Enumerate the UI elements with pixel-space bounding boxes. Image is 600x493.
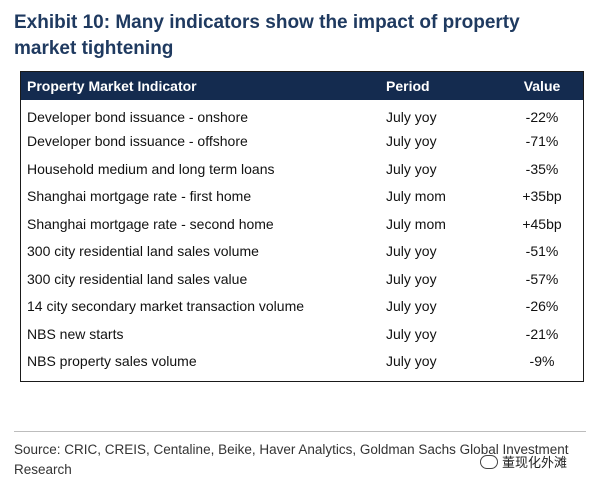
table-row: NBS property sales volume July yoy -9% [21,348,583,376]
table-row: Shanghai mortgage rate - first home July… [21,183,583,211]
table-row: Household medium and long term loans Jul… [21,155,583,183]
row-indicator: NBS new starts [27,325,124,342]
table-row: Developer bond issuance - offshore July … [21,128,583,156]
row-period: July mom [386,188,446,205]
row-period: July yoy [386,243,437,260]
header-period: Period [386,78,430,94]
table-row: Shanghai mortgage rate - second home Jul… [21,210,583,238]
row-indicator: Shanghai mortgage rate - second home [27,215,274,232]
row-indicator: Developer bond issuance - offshore [27,133,248,150]
row-period: July yoy [386,325,437,342]
row-value: -57% [525,270,559,287]
row-indicator: Shanghai mortgage rate - first home [27,188,252,205]
row-period: July mom [386,215,446,232]
row-indicator: NBS property sales volume [27,353,197,370]
row-value: +35bp [522,188,562,205]
row-period: July yoy [386,270,437,287]
row-period: July yoy [386,353,437,370]
row-period: July yoy [386,133,437,150]
chat-bubble-icon [480,454,498,469]
row-value: -71% [525,133,559,150]
exhibit-title: Exhibit 10: Many indicators show the imp… [14,12,520,59]
row-value: -9% [529,353,555,370]
row-value: -26% [525,298,559,315]
row-indicator: 300 city residential land sales value [27,270,248,287]
watermark-logo: 董现化外滩 [480,452,567,471]
header-value: Value [523,78,561,94]
row-value: +45bp [522,215,562,232]
source-divider [14,431,586,432]
table-row: 300 city residential land sales value Ju… [21,265,583,293]
row-value: -51% [525,243,559,260]
table-row: NBS new starts July yoy -21% [21,320,583,348]
table-row: 14 city secondary market transaction vol… [21,293,583,321]
header-indicator: Property Market Indicator [27,78,197,94]
table-row: Developer bond issuance - onshore July y… [21,100,583,128]
row-indicator: Developer bond issuance - onshore [27,108,249,125]
row-value: -35% [525,160,559,177]
row-period: July yoy [386,160,437,177]
row-indicator: Household medium and long term loans [27,160,275,177]
indicator-table: Property Market Indicator Period Value D… [20,71,584,382]
row-indicator: 300 city residential land sales volume [27,243,259,260]
row-period: July yoy [386,108,437,125]
row-period: July yoy [386,298,437,315]
table-row: 300 city residential land sales volume J… [21,238,583,266]
row-value: -21% [525,325,559,342]
watermark-text: 董现化外滩 [502,455,568,470]
source-note: Source: CRIC, CREIS, Centaline, Beike, H… [14,442,569,477]
row-indicator: 14 city secondary market transaction vol… [27,298,305,315]
table-header-row: Property Market Indicator Period Value [21,72,583,100]
row-value: -22% [525,108,559,125]
